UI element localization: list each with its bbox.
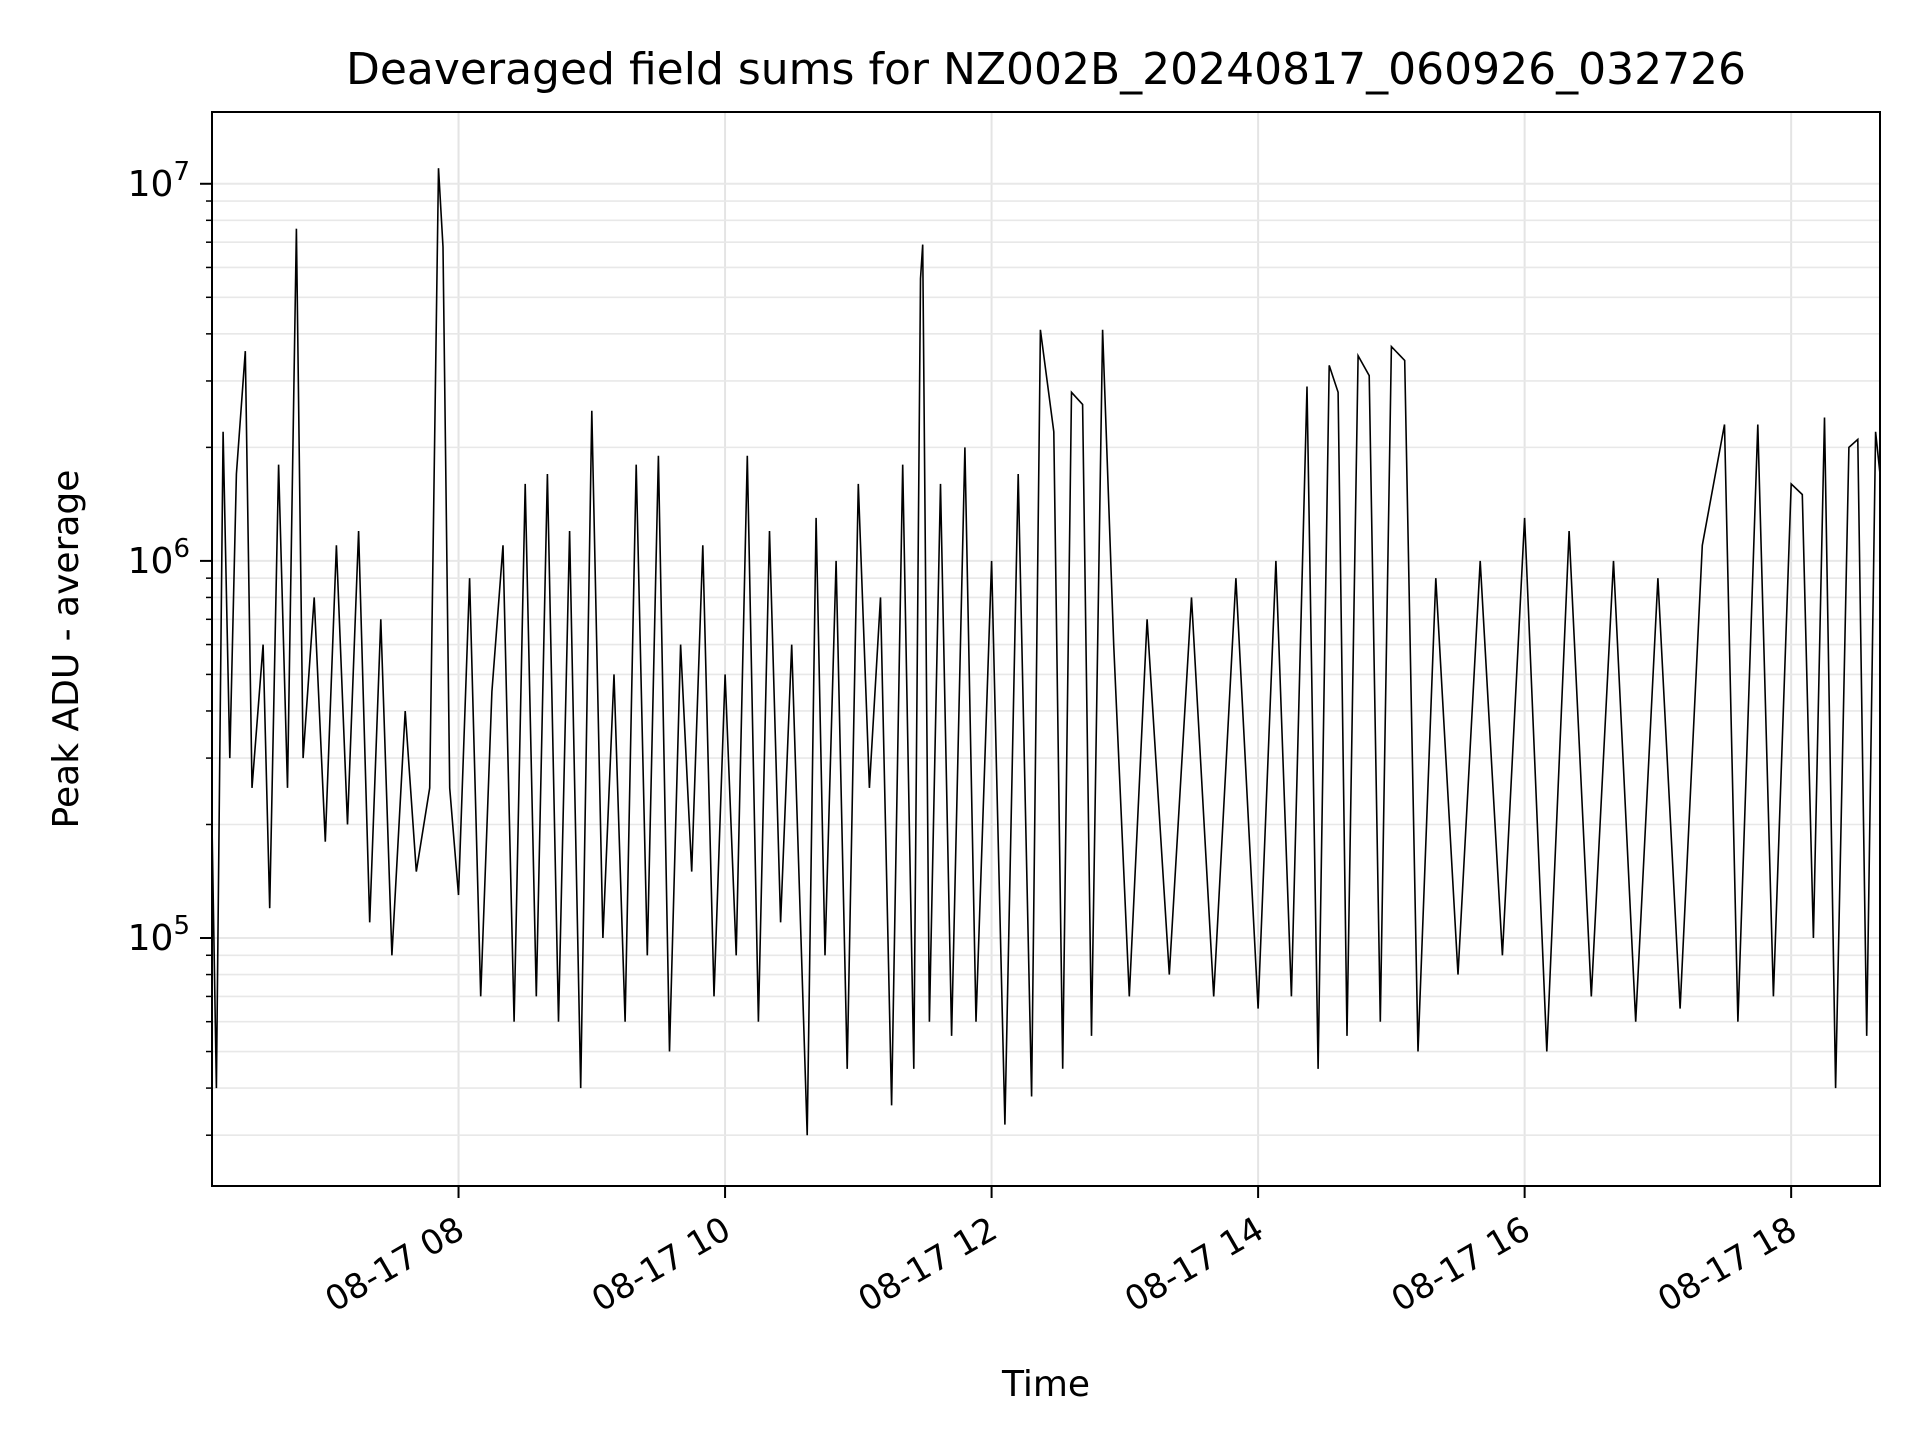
y-tick-label: 107	[128, 157, 190, 205]
x-axis-label: Time	[1001, 1364, 1090, 1405]
series-line	[211, 168, 1881, 1136]
plot-frame	[211, 111, 1881, 1187]
y-tick-label: 106	[128, 534, 190, 582]
grid-lines	[212, 112, 1880, 1186]
chart-title: Deaveraged field sums for NZ002B_2024081…	[346, 44, 1746, 95]
series-group	[211, 168, 1881, 1136]
y-tick-label: 105	[128, 911, 190, 959]
y-axis-label: Peak ADU - average	[46, 470, 87, 829]
